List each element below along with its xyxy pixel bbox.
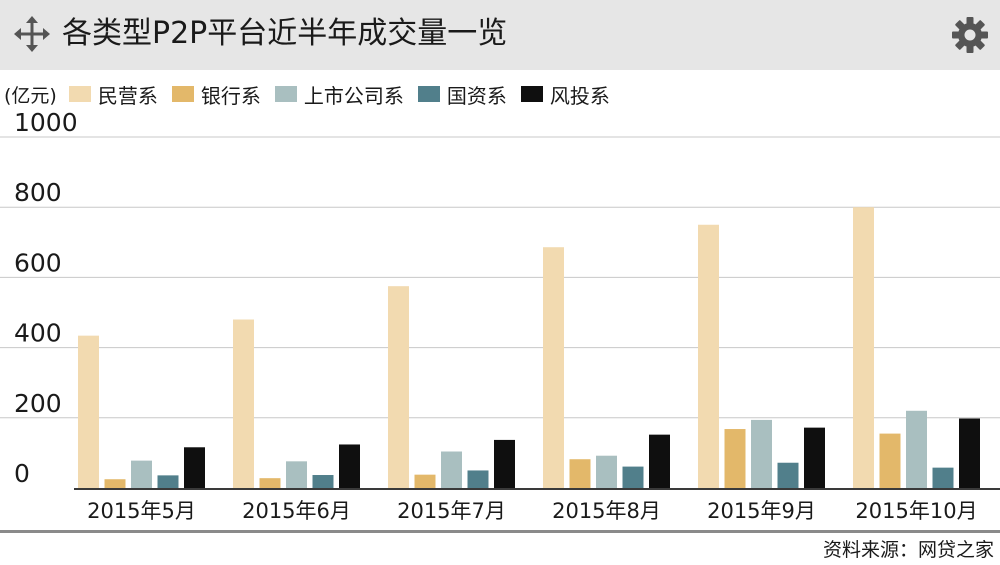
legend-label: 银行系 — [200, 83, 261, 108]
x-tick-label: 2015年7月 — [397, 499, 506, 523]
y-tick-label: 400 — [14, 319, 62, 348]
bar — [959, 418, 980, 488]
bar — [78, 335, 99, 488]
bar — [596, 455, 617, 488]
bar — [622, 466, 644, 488]
chart-legend: (亿元) 民营系 银行系 上市公司系 国资系 风投系 — [4, 80, 624, 108]
x-tick-label: 2015年6月 — [242, 499, 351, 523]
bar — [879, 433, 901, 488]
bar — [233, 319, 254, 488]
x-tick-label: 2015年10月 — [855, 499, 977, 523]
legend-swatch — [68, 86, 91, 102]
x-tick-label: 2015年9月 — [707, 499, 816, 523]
y-tick-label: 0 — [14, 459, 30, 488]
legend-swatch — [520, 86, 543, 102]
move-arrows-icon[interactable] — [14, 16, 50, 52]
legend-item: 银行系 — [171, 80, 261, 109]
bar — [751, 419, 772, 488]
legend-item: 上市公司系 — [274, 80, 404, 109]
legend-label: 国资系 — [446, 83, 507, 108]
bar — [339, 444, 360, 488]
bar — [724, 429, 746, 488]
y-tick-label: 1000 — [14, 108, 78, 137]
y-tick-label: 800 — [14, 178, 62, 207]
source-note: 资料来源：网贷之家 — [822, 539, 994, 561]
bar — [131, 460, 152, 488]
y-tick-label: 600 — [14, 248, 62, 277]
bar — [312, 475, 334, 488]
bar — [569, 459, 591, 488]
x-tick-label: 2015年5月 — [87, 499, 196, 523]
bar — [494, 439, 515, 488]
bar — [259, 478, 281, 488]
bar — [698, 224, 719, 488]
legend-swatch — [274, 86, 297, 102]
legend-item: 民营系 — [68, 80, 158, 109]
bar — [932, 467, 954, 488]
legend-label: 风投系 — [549, 83, 610, 108]
bar — [804, 427, 825, 488]
chart-title: 各类型P2P平台近半年成交量一览 — [62, 16, 508, 51]
gear-icon[interactable] — [950, 15, 990, 55]
bar — [906, 410, 927, 488]
bar — [467, 470, 489, 488]
bar — [104, 479, 126, 488]
legend-item: 风投系 — [520, 80, 610, 109]
x-tick-label: 2015年8月 — [552, 499, 661, 523]
bar — [388, 286, 409, 488]
bar — [286, 461, 307, 488]
bar — [184, 447, 205, 488]
bar — [157, 475, 179, 488]
title-bar: 各类型P2P平台近半年成交量一览 — [0, 0, 1000, 70]
bar — [649, 434, 670, 488]
unit-label: (亿元) — [4, 84, 57, 107]
y-tick-label: 200 — [14, 389, 62, 418]
legend-label: 民营系 — [97, 83, 158, 108]
legend-label: 上市公司系 — [303, 83, 404, 108]
bar — [414, 474, 436, 488]
footer-divider — [0, 530, 1000, 533]
bar — [777, 462, 799, 488]
bar — [853, 207, 874, 488]
legend-item: 国资系 — [417, 80, 507, 109]
legend-swatch — [417, 86, 440, 102]
legend-swatch — [171, 86, 194, 102]
bar — [543, 247, 564, 488]
bar — [441, 451, 462, 488]
